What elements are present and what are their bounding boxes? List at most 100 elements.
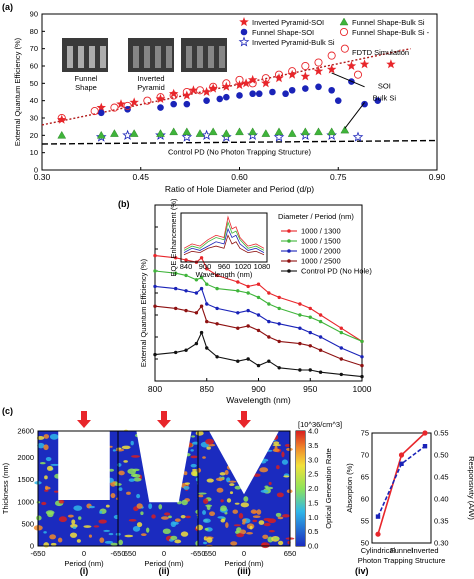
heatmap-blob: [99, 510, 103, 514]
data-point: [255, 90, 263, 98]
data-point: [174, 256, 178, 260]
heatmap-blob: [273, 537, 280, 540]
y-tick-label-a: 50: [30, 79, 38, 88]
data-point: [174, 306, 178, 311]
y-tick-label-iv-right: 0.30: [434, 539, 449, 548]
heatmap-blob: [259, 467, 269, 473]
heatmap-blob: [164, 512, 171, 516]
heatmap-blob: [50, 542, 57, 546]
x-axis-label-iv: Photon Trapping Structure: [358, 556, 446, 565]
data-point: [90, 107, 99, 116]
heatmap-blob: [242, 518, 247, 523]
heatmap-blob: [118, 487, 123, 492]
legend-label-b: 1000 / 1500: [301, 237, 341, 246]
absorption-point: [398, 452, 405, 458]
heatmap-blob: [72, 526, 77, 529]
heatmap-blob: [205, 438, 214, 445]
legend-label-b: 1000 / 2000: [301, 247, 341, 256]
data-point: [267, 319, 271, 324]
data-point: [267, 302, 271, 306]
data-point: [256, 363, 261, 368]
heatmap-blob: [252, 519, 258, 523]
x-axis-label-c: Period (nm): [224, 559, 264, 568]
heatmap-blob: [128, 519, 137, 522]
heatmap-blob: [260, 489, 269, 493]
heatmap-blob: [281, 459, 289, 465]
colorbar-tick-label: 3.0: [308, 455, 318, 464]
data-point: [236, 92, 243, 99]
heatmap-blob: [234, 502, 240, 505]
heatmap-blob: [238, 513, 244, 519]
data-point: [96, 130, 106, 139]
data-point: [221, 129, 231, 137]
data-point: [156, 129, 165, 137]
data-point: [246, 291, 250, 295]
data-point: [168, 88, 179, 98]
inset-label-funnel: Funnel: [75, 74, 98, 83]
data-point: [184, 273, 188, 278]
heatmap-blob: [236, 533, 245, 538]
hole-shape: [209, 431, 279, 495]
heatmap-blob: [162, 528, 171, 535]
heatmap-blob: [242, 521, 246, 525]
heatmap-blob: [108, 533, 114, 536]
heatmap-blob: [123, 460, 128, 463]
data-point: [129, 129, 139, 137]
heatmap-blob: [180, 514, 186, 519]
inset-x-tick-label: 900: [199, 262, 212, 271]
heatmap-blob: [98, 519, 107, 524]
data-point: [174, 271, 178, 275]
data-point: [153, 352, 157, 357]
heatmap-blob: [174, 539, 182, 544]
y-tick-label-iv-right: 0.35: [434, 517, 449, 526]
x-axis-label-c: Period (nm): [144, 559, 184, 568]
heatmap-blob: [272, 444, 282, 447]
heatmap-blob: [243, 496, 249, 502]
x-tick-label-b: 1000: [353, 384, 372, 394]
x-tick-label-b: 800: [148, 384, 162, 394]
colorbar-tick-label: 1.0: [308, 513, 318, 522]
inset-label-inverted-2: Pyramid: [137, 83, 165, 92]
data-point: [170, 100, 177, 108]
x-axis-label-b: Wavelength (nm): [226, 395, 291, 405]
data-point: [182, 127, 192, 136]
data-point: [57, 130, 67, 139]
heatmap-blob: [246, 532, 253, 535]
heatmap-blob: [110, 492, 116, 499]
colorbar-tick-label: 2.5: [308, 470, 318, 479]
data-point: [215, 322, 219, 326]
heatmap-blob: [184, 482, 190, 485]
data-point: [235, 75, 244, 84]
heatmap-blob: [277, 516, 284, 520]
data-point: [174, 350, 178, 355]
heatmap-blob: [118, 470, 125, 476]
y-tick-label-c: 0: [30, 542, 34, 551]
sem-texture: [78, 46, 84, 68]
heatmap-blob: [183, 471, 188, 476]
data-point: [169, 127, 179, 136]
data-point: [267, 335, 271, 339]
heatmap-blob: [205, 504, 213, 508]
data-point: [302, 85, 309, 92]
sem-texture: [67, 46, 73, 68]
colorbar-tick-label: 3.5: [308, 441, 318, 450]
y-tick-label-iv-right: 0.50: [434, 451, 449, 460]
heatmap-blob: [126, 491, 131, 495]
data-point: [308, 306, 312, 311]
heatmap-blob: [180, 531, 189, 537]
x-tick-label-a: 0.75: [330, 172, 347, 182]
data-point: [188, 85, 199, 95]
colorbar-tick-label: 4.0: [308, 427, 318, 436]
data-point: [110, 129, 119, 137]
heatmap-blob: [49, 433, 59, 440]
heatmap-blob: [73, 505, 83, 511]
heatmap-blob: [140, 511, 144, 516]
data-point: [194, 311, 199, 315]
data-point: [360, 363, 364, 368]
legend-title-b: Diameter / Period (nm): [278, 212, 354, 221]
heatmap-blob: [136, 493, 141, 499]
data-point: [267, 291, 271, 295]
data-point: [256, 295, 261, 300]
y-tick-label-iv: 50: [361, 539, 369, 548]
data-point: [223, 93, 230, 101]
